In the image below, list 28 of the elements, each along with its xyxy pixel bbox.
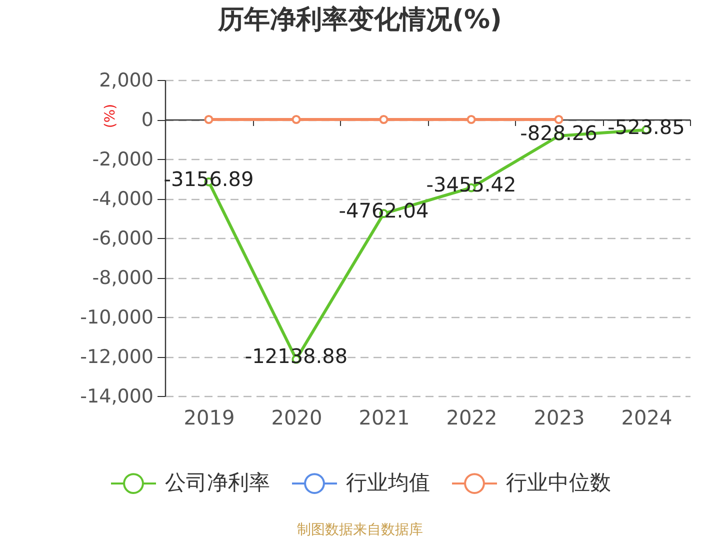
- point: [292, 114, 301, 124]
- y-tick-label: -2,000: [92, 148, 154, 170]
- y-tick-label: -4,000: [92, 188, 154, 210]
- x-tick-label: 2019: [184, 406, 235, 430]
- point: [554, 114, 564, 124]
- x-tick-label: 2023: [534, 406, 585, 430]
- y-axis-title: (%): [102, 104, 118, 128]
- y-tick-label: -6,000: [92, 228, 154, 250]
- data-label: -828.26: [520, 120, 598, 145]
- y-tick-label: 2,000: [99, 70, 154, 92]
- y-tick-label: -14,000: [80, 386, 154, 408]
- chart-title: 历年净利率变化情况(%): [217, 5, 502, 35]
- x-tick-label: 2020: [271, 406, 322, 430]
- point: [466, 114, 476, 124]
- y-tick-label: -8,000: [92, 267, 154, 289]
- y-tick-label: -12,000: [80, 346, 154, 368]
- point: [204, 114, 214, 124]
- x-tick-label: 2021: [358, 406, 410, 430]
- legend-label: 公司净利率: [165, 470, 270, 495]
- legend-label: 行业中位数: [506, 470, 611, 495]
- legend-label: 行业均值: [346, 470, 430, 495]
- y-tick-label: -10,000: [80, 306, 154, 328]
- x-tick-label: 2022: [446, 406, 498, 430]
- point: [379, 114, 388, 124]
- x-tick-label: 2024: [621, 406, 672, 430]
- data-label: -523.85: [608, 114, 685, 139]
- text: 制图数据来自数据库: [297, 522, 423, 538]
- y-tick-label: 0: [141, 109, 154, 131]
